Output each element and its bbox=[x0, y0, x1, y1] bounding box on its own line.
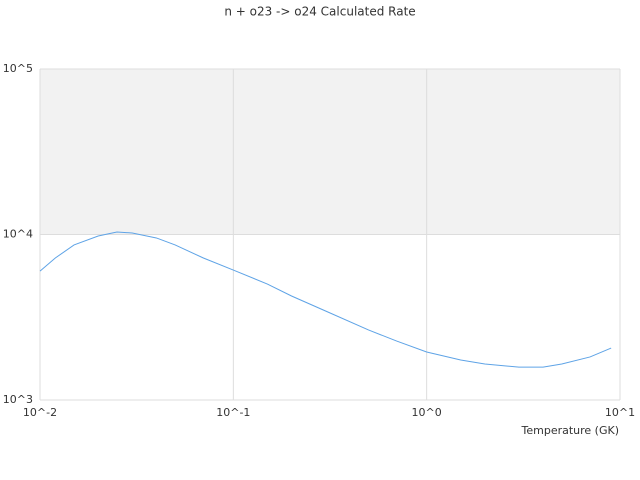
y-tick-label: 10^4 bbox=[3, 228, 33, 241]
data-line bbox=[39, 231, 612, 368]
x-tick-label: 10^0 bbox=[412, 406, 442, 419]
x-tick-label: 10^-1 bbox=[216, 406, 250, 419]
x-tick-label: 10^-2 bbox=[23, 406, 57, 419]
grid-band bbox=[40, 69, 620, 235]
x-axis-label: Temperature (GK) bbox=[521, 424, 620, 437]
y-tick-label: 10^5 bbox=[3, 62, 33, 75]
chart-title: n + o23 -> o24 Calculated Rate bbox=[224, 5, 415, 19]
x-tick-label: 10^1 bbox=[605, 406, 635, 419]
y-tick-label: 10^3 bbox=[3, 393, 33, 406]
